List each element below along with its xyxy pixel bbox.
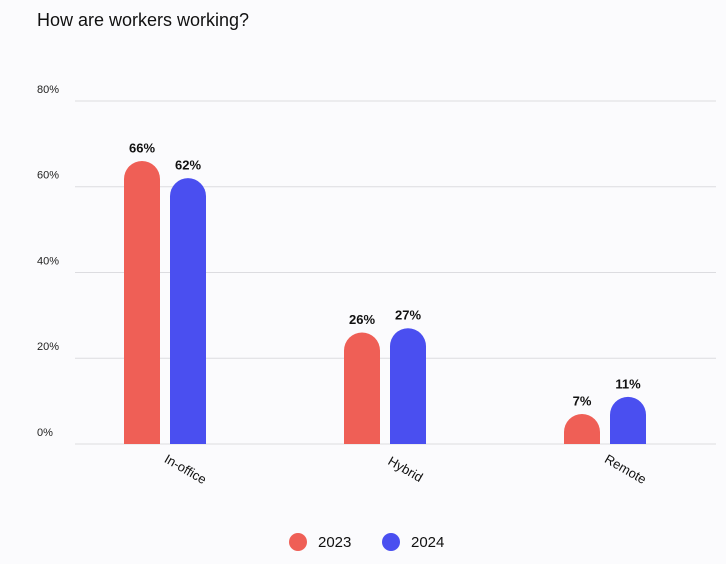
legend-swatch	[382, 533, 400, 551]
value-label: 26%	[349, 312, 375, 327]
y-tick-label: 20%	[37, 341, 59, 353]
value-label: 66%	[129, 140, 155, 155]
bar	[344, 332, 380, 444]
legend-swatch	[289, 533, 307, 551]
y-tick-label: 80%	[37, 84, 59, 96]
value-label: 62%	[175, 158, 201, 173]
bar	[610, 396, 646, 444]
value-label: 7%	[573, 393, 592, 408]
bar	[564, 414, 600, 444]
y-tick-label: 40%	[37, 255, 59, 267]
legend-label: 2023	[318, 534, 351, 551]
bar	[170, 178, 206, 445]
y-tick-label: 60%	[37, 170, 59, 182]
value-label: 11%	[615, 376, 641, 391]
legend-label: 2024	[411, 534, 444, 551]
bar	[390, 328, 426, 444]
chart-title: How are workers working?	[37, 10, 249, 30]
value-label: 27%	[395, 308, 421, 323]
y-tick-label: 0%	[37, 427, 53, 439]
bar	[124, 161, 160, 444]
